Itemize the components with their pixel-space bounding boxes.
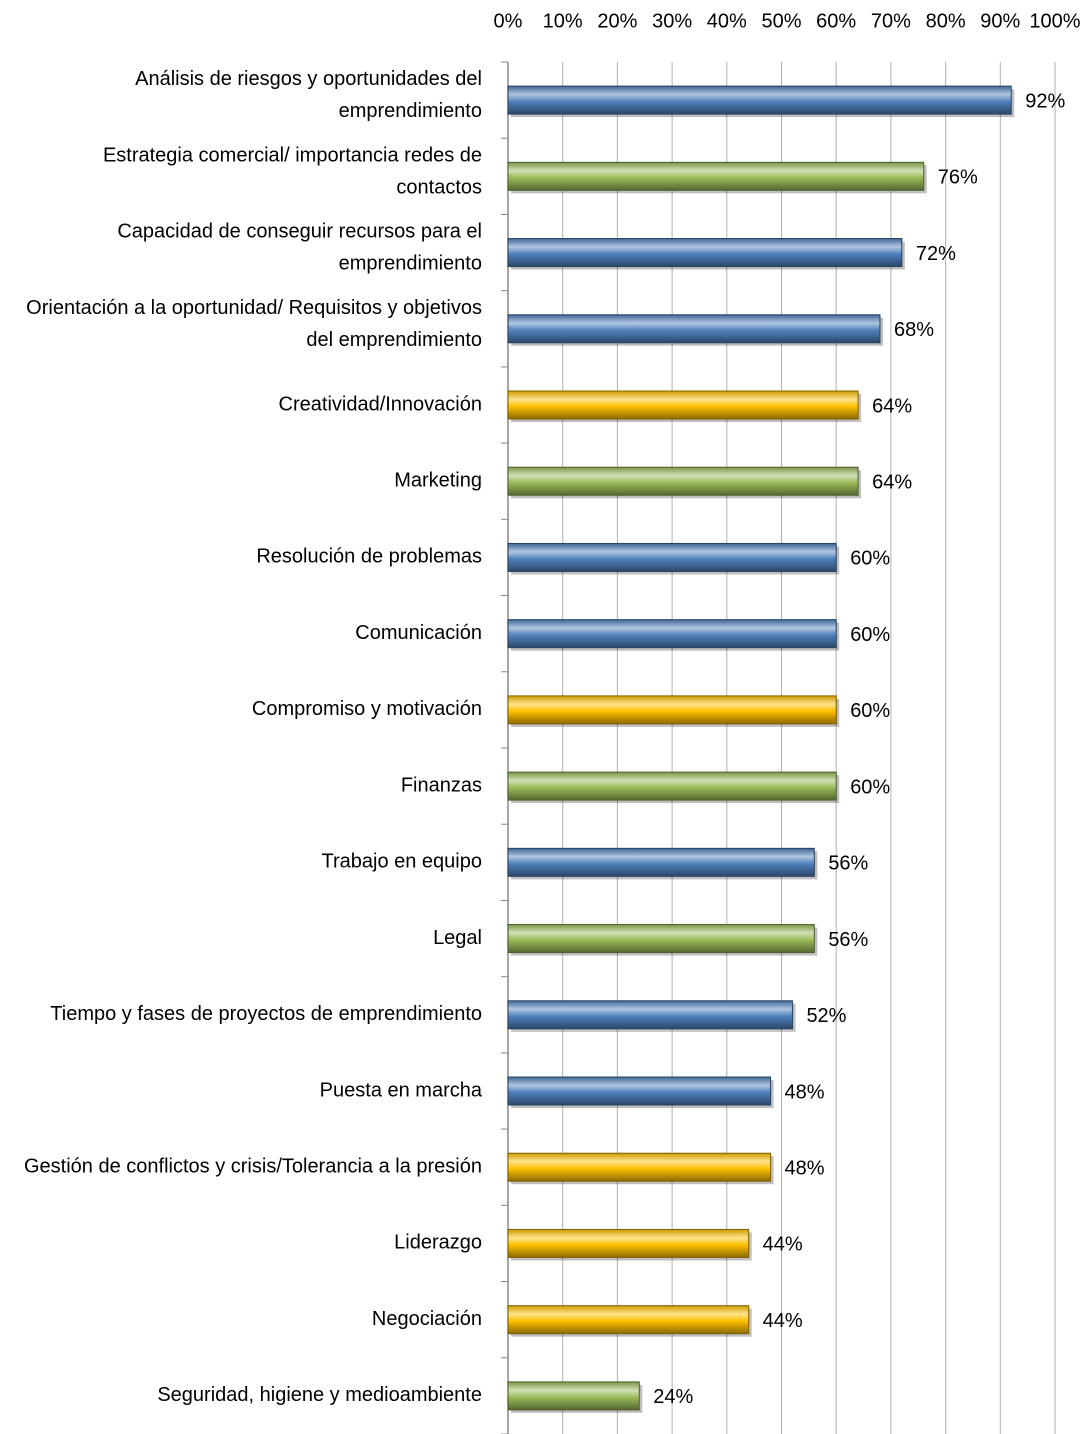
value-label: 44% <box>763 1234 803 1256</box>
x-tick-label: 100% <box>1029 10 1080 32</box>
bar <box>507 847 815 877</box>
bar <box>507 466 859 496</box>
bar <box>507 161 925 191</box>
category-label: Estrategia comercial/ importancia redes … <box>103 145 482 199</box>
category-label: Análisis de riesgos y oportunidades del e… <box>135 68 482 122</box>
value-label: 56% <box>828 929 868 951</box>
category-label: Creatividad/Innovación <box>279 393 482 415</box>
bar <box>507 390 859 420</box>
value-label: 76% <box>938 167 978 189</box>
bar <box>507 1152 772 1182</box>
x-tick-label: 50% <box>761 10 801 32</box>
category-label: Trabajo en equipo <box>322 851 483 873</box>
bar <box>507 1228 750 1258</box>
x-tick-label: 30% <box>652 10 692 32</box>
category-label: Orientación a la oportunidad/ Requisitos… <box>26 297 482 351</box>
bar <box>507 924 815 954</box>
value-label: 60% <box>850 624 890 646</box>
value-label: 60% <box>850 548 890 570</box>
bar <box>507 619 837 649</box>
category-label: Gestión de conflictos y crisis/Toleranci… <box>24 1156 482 1178</box>
value-label: 44% <box>763 1310 803 1332</box>
x-tick-label: 20% <box>597 10 637 32</box>
x-tick-label: 70% <box>871 10 911 32</box>
value-label: 24% <box>653 1386 693 1408</box>
bar <box>507 542 837 572</box>
category-label: Seguridad, higiene y medioambiente <box>157 1384 482 1406</box>
x-tick-label: 80% <box>926 10 966 32</box>
x-tick-label: 90% <box>980 10 1020 32</box>
category-label: Legal <box>433 927 482 949</box>
x-tick-label: 0% <box>494 10 523 32</box>
value-label: 56% <box>828 853 868 875</box>
bar <box>507 238 903 268</box>
value-label: 68% <box>894 319 934 341</box>
value-label: 52% <box>806 1005 846 1027</box>
category-label: Marketing <box>394 470 482 492</box>
bar <box>507 85 1012 115</box>
value-label: 64% <box>872 395 912 417</box>
category-label: Puesta en marcha <box>320 1079 483 1101</box>
value-label: 48% <box>785 1081 825 1103</box>
category-label: Tiempo y fases de proyectos de emprendim… <box>50 1003 482 1025</box>
x-tick-label: 10% <box>543 10 583 32</box>
value-label: 72% <box>916 243 956 265</box>
bar <box>507 1076 772 1106</box>
category-label: Comunicación <box>355 622 482 644</box>
category-label: Negociación <box>372 1308 482 1330</box>
category-label: Finanzas <box>401 774 482 796</box>
bar <box>507 771 837 801</box>
value-label: 48% <box>785 1158 825 1180</box>
value-label: 92% <box>1025 90 1065 112</box>
value-label: 64% <box>872 472 912 494</box>
bar <box>507 695 837 725</box>
category-label: Liderazgo <box>394 1232 482 1254</box>
value-label: 60% <box>850 776 890 798</box>
bar <box>507 1381 640 1411</box>
x-tick-label: 40% <box>707 10 747 32</box>
category-label: Capacidad de conseguir recursos para el e… <box>117 221 482 275</box>
x-tick-label: 60% <box>816 10 856 32</box>
category-label: Resolución de problemas <box>256 546 482 568</box>
bar <box>507 314 881 344</box>
bar <box>507 1305 750 1335</box>
bar <box>507 1000 793 1030</box>
category-label: Compromiso y motivación <box>252 698 482 720</box>
value-label: 60% <box>850 700 890 722</box>
